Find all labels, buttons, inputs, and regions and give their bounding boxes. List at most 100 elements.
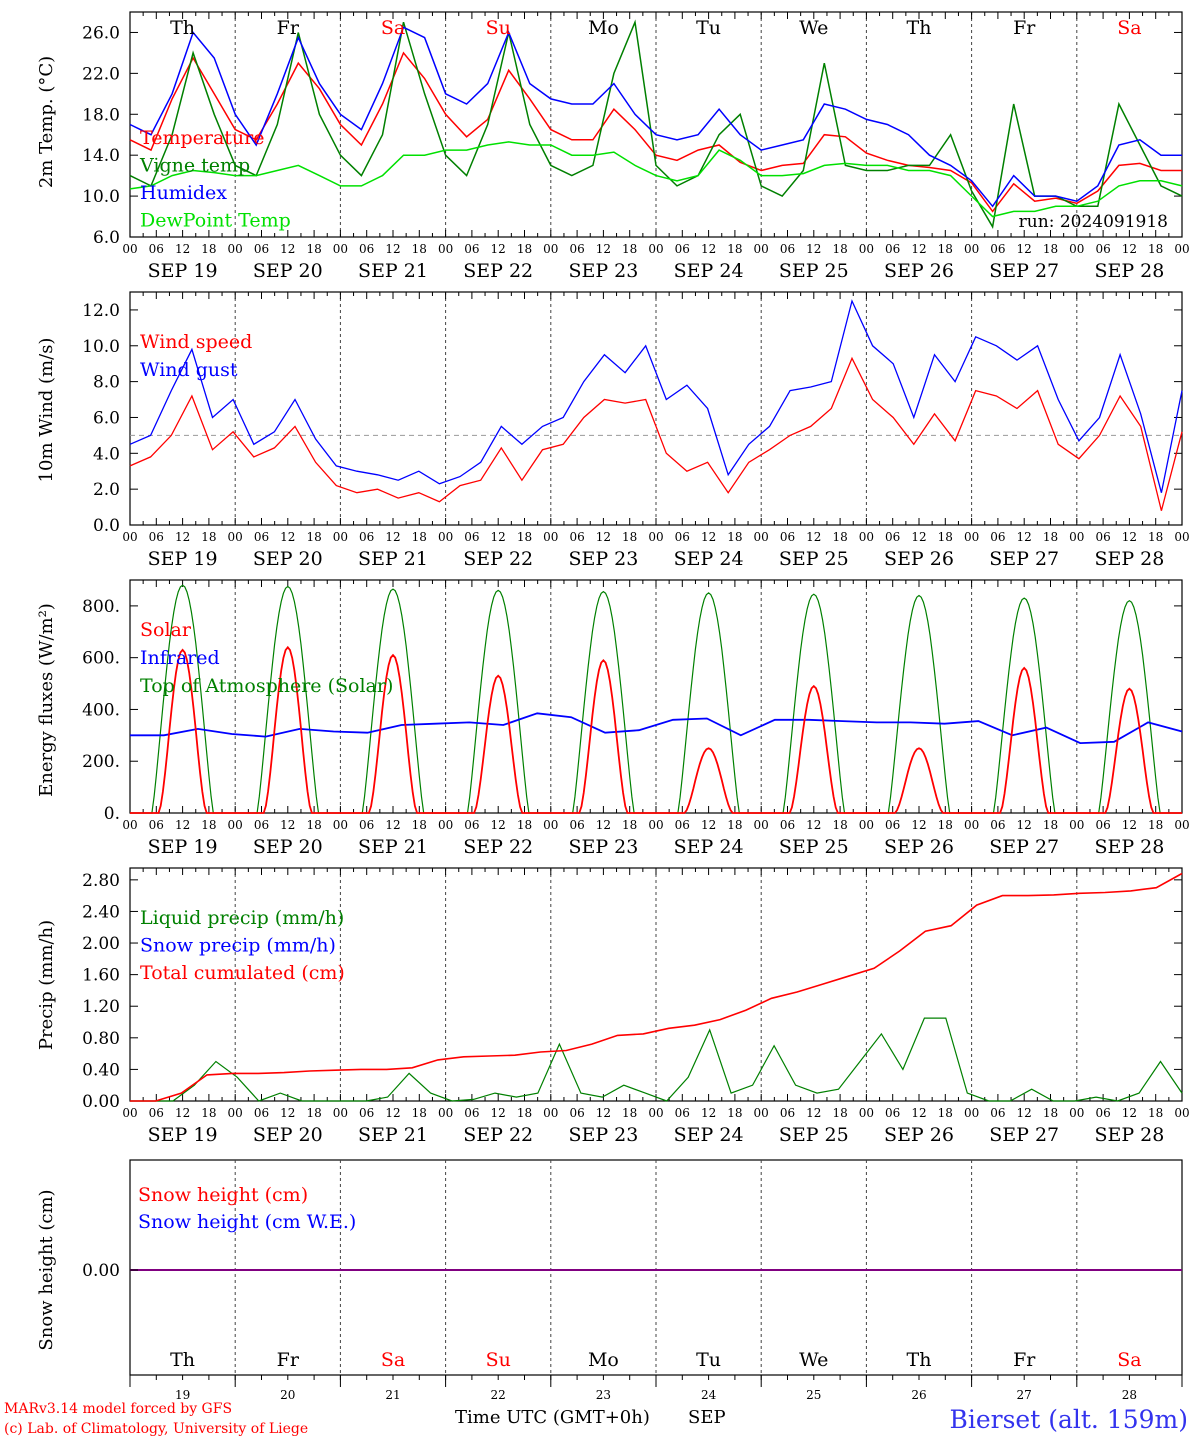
hour-label: 12 <box>385 242 400 256</box>
hour-label: 18 <box>938 818 953 832</box>
hour-label: 18 <box>622 1106 637 1120</box>
hour-label: 06 <box>1095 242 1110 256</box>
y-tick-label: 10.0 <box>82 337 120 357</box>
hour-label: 12 <box>911 818 926 832</box>
hour-label: 12 <box>385 530 400 544</box>
hour-label: 06 <box>990 530 1005 544</box>
hour-label: 12 <box>491 1106 506 1120</box>
hour-label: 12 <box>911 530 926 544</box>
hour-label: 00 <box>228 818 243 832</box>
hour-label: 18 <box>1043 242 1058 256</box>
y-axis-label: 10m Wind (m/s) <box>36 338 57 483</box>
legend-entry: Infrared <box>140 647 220 669</box>
hour-label: 12 <box>175 530 190 544</box>
hour-label: 00 <box>228 1106 243 1120</box>
day-name: Su <box>486 1349 511 1371</box>
hour-label: 12 <box>175 1106 190 1120</box>
hour-label: 18 <box>306 1106 321 1120</box>
hour-label: 00 <box>122 818 137 832</box>
hour-label: 06 <box>569 530 584 544</box>
y-tick-label: 0. <box>104 804 120 824</box>
series-line <box>130 712 1183 745</box>
legend-entry: Solar <box>140 619 192 641</box>
hour-label: 00 <box>754 818 769 832</box>
hour-label: 12 <box>596 1106 611 1120</box>
date-label: SEP 19 <box>148 1124 218 1146</box>
y-tick-label: 6.0 <box>93 228 120 248</box>
hour-label: 00 <box>543 1106 558 1120</box>
hour-label: 06 <box>780 242 795 256</box>
footer-station: Bierset (alt. 159m) <box>949 1405 1188 1434</box>
hour-label: 06 <box>254 530 269 544</box>
y-tick-label: 600. <box>82 649 120 669</box>
day-name: Th <box>170 1349 195 1371</box>
hour-label: 00 <box>859 242 874 256</box>
hour-label: 18 <box>727 530 742 544</box>
hour-label: 06 <box>359 818 374 832</box>
hour-label: 00 <box>333 242 348 256</box>
date-label: SEP 21 <box>358 260 428 282</box>
date-label: SEP 19 <box>148 836 218 858</box>
day-number: 24 <box>701 1388 717 1402</box>
hour-label: 12 <box>175 818 190 832</box>
hour-label: 18 <box>1148 530 1163 544</box>
date-label: SEP 27 <box>989 548 1059 570</box>
hour-label: 00 <box>964 818 979 832</box>
hour-label: 18 <box>201 530 216 544</box>
hour-label: 06 <box>675 530 690 544</box>
hour-label: 00 <box>1069 1106 1084 1120</box>
hour-label: 18 <box>832 818 847 832</box>
y-tick-label: 14.0 <box>82 146 120 166</box>
hour-label: 00 <box>648 1106 663 1120</box>
hour-label: 12 <box>1122 242 1137 256</box>
hour-label: 00 <box>438 1106 453 1120</box>
hour-label: 18 <box>832 1106 847 1120</box>
series-line <box>130 1017 1183 1102</box>
day-name: Sa <box>381 1349 405 1371</box>
hour-label: 18 <box>306 530 321 544</box>
y-tick-label: 0.80 <box>82 1029 120 1049</box>
date-label: SEP 27 <box>989 836 1059 858</box>
hour-label: 00 <box>1174 530 1189 544</box>
y-tick-label: 1.20 <box>82 997 120 1017</box>
date-label: SEP 19 <box>148 260 218 282</box>
hour-label: 18 <box>412 818 427 832</box>
y-tick-label: 0.40 <box>82 1060 120 1080</box>
hour-label: 12 <box>596 818 611 832</box>
y-axis-label: 2m Temp. (°C) <box>36 56 57 188</box>
date-label: SEP 20 <box>253 260 323 282</box>
hour-label: 18 <box>727 242 742 256</box>
date-label: SEP 24 <box>674 836 744 858</box>
hour-label: 06 <box>149 530 164 544</box>
y-tick-label: 26.0 <box>82 23 120 43</box>
hour-label: 18 <box>727 818 742 832</box>
hour-label: 06 <box>254 818 269 832</box>
legend-entry: Total cumulated (cm) <box>140 962 345 984</box>
hour-label: 06 <box>990 818 1005 832</box>
y-tick-label: 0.00 <box>82 1092 120 1112</box>
hour-label: 06 <box>359 530 374 544</box>
hour-label: 06 <box>254 242 269 256</box>
hour-label: 12 <box>1017 1106 1032 1120</box>
series-line <box>129 26 1182 208</box>
hour-label: 12 <box>911 242 926 256</box>
hour-label: 12 <box>596 242 611 256</box>
hour-label: 00 <box>122 242 137 256</box>
date-label: SEP 25 <box>779 548 849 570</box>
y-axis-label: Energy fluxes (W/m²) <box>36 603 57 797</box>
date-label: SEP 23 <box>568 1124 638 1146</box>
hour-label: 06 <box>149 242 164 256</box>
date-label: SEP 28 <box>1094 1124 1164 1146</box>
series-line <box>130 645 1182 814</box>
y-tick-label: 0.0 <box>93 516 120 536</box>
hour-label: 12 <box>911 1106 926 1120</box>
day-name: Tu <box>696 1349 721 1371</box>
hour-label: 06 <box>254 1106 269 1120</box>
day-name: Mo <box>588 17 619 39</box>
hour-label: 00 <box>754 242 769 256</box>
legend-entry: Liquid precip (mm/h) <box>140 907 344 929</box>
y-tick-label: 200. <box>82 752 120 772</box>
hour-label: 18 <box>1148 818 1163 832</box>
hour-label: 12 <box>701 530 716 544</box>
y-tick-label: 2.40 <box>82 902 120 922</box>
